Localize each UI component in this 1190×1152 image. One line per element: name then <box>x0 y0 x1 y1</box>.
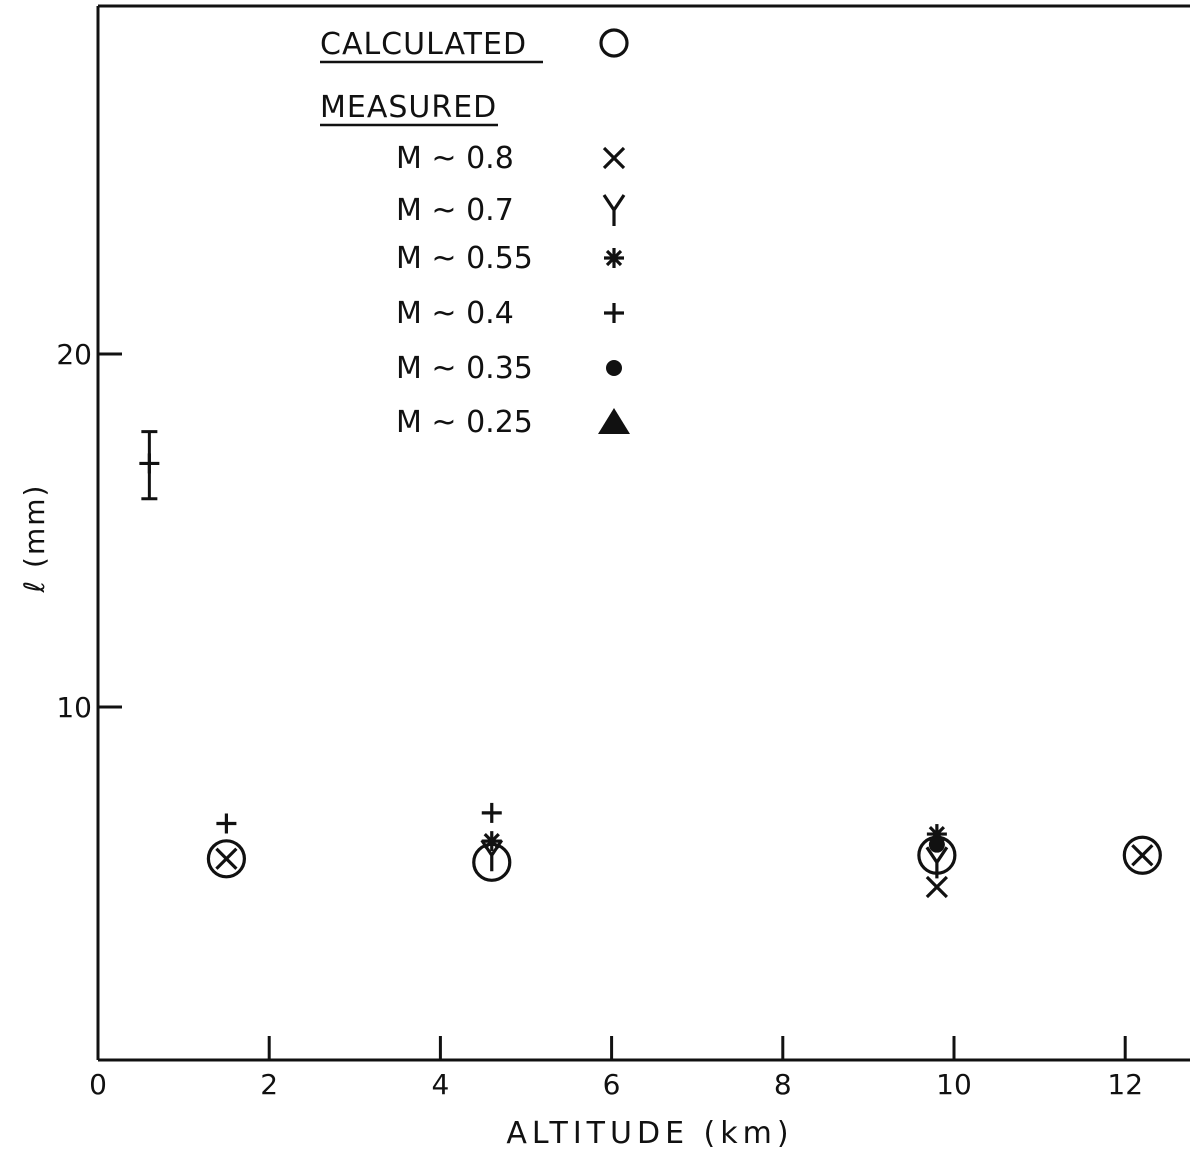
data-point-m-0-35 <box>928 836 945 853</box>
ticks: 0 2 4 6 8 10 12 10 20 <box>56 338 1143 1101</box>
legend: CALCULATED MEASURED M ~ 0.8 M ~ 0.7 M ~ 0.55… <box>320 27 630 440</box>
data-point-m-0-8 <box>1131 844 1154 867</box>
y-tick-label: 10 <box>56 691 92 724</box>
legend-label-m-0-4: M ~ 0.4 <box>396 296 514 331</box>
legend-calculated-heading: CALCULATED <box>320 27 527 62</box>
legend-marker-m-0-4 <box>604 303 624 323</box>
legend-label-m-0-35: M ~ 0.35 <box>396 351 533 386</box>
error-bar <box>141 430 158 501</box>
data-point-calculated <box>1122 835 1162 875</box>
axes <box>96 4 1190 1062</box>
y-axis-label: ℓ (mm) <box>18 484 51 594</box>
x-tick-label: 2 <box>260 1068 278 1101</box>
data-point-m-0-7 <box>925 846 949 879</box>
x-tick-label: 0 <box>89 1068 107 1101</box>
x-tick-label: 12 <box>1107 1068 1143 1101</box>
legend-label-m-0-25: M ~ 0.25 <box>396 405 533 440</box>
x-tick-label: 8 <box>774 1068 792 1101</box>
data-point-m-0-8 <box>215 847 238 870</box>
x-tick-label: 10 <box>936 1068 972 1101</box>
legend-marker-m-0-35 <box>606 360 622 376</box>
data-points <box>139 430 1162 899</box>
data-point-m-0-4 <box>216 813 237 834</box>
data-point-m-0-55 <box>481 831 502 852</box>
legend-label-m-0-55: M ~ 0.55 <box>396 241 533 276</box>
x-tick-label: 4 <box>431 1068 449 1101</box>
legend-marker-m-0-8 <box>602 146 626 170</box>
x-axis-label: ALTITUDE (km) <box>506 1116 793 1151</box>
data-point-m-0-8 <box>925 875 949 899</box>
legend-label-m-0-7: M ~ 0.7 <box>396 193 514 228</box>
legend-marker-m-0-7 <box>602 194 626 226</box>
x-tick-label: 6 <box>603 1068 621 1101</box>
legend-marker-m-0-25 <box>598 408 630 434</box>
data-point-m-0-4 <box>481 802 502 823</box>
legend-marker-calculated <box>599 28 629 58</box>
y-tick-label: 20 <box>56 338 92 371</box>
legend-label-m-0-8: M ~ 0.8 <box>396 141 514 176</box>
legend-measured-heading: MEASURED <box>320 90 497 125</box>
legend-marker-m-0-55 <box>604 248 624 268</box>
data-point-calculated <box>206 839 246 879</box>
data-point-m-0-7 <box>480 839 504 872</box>
